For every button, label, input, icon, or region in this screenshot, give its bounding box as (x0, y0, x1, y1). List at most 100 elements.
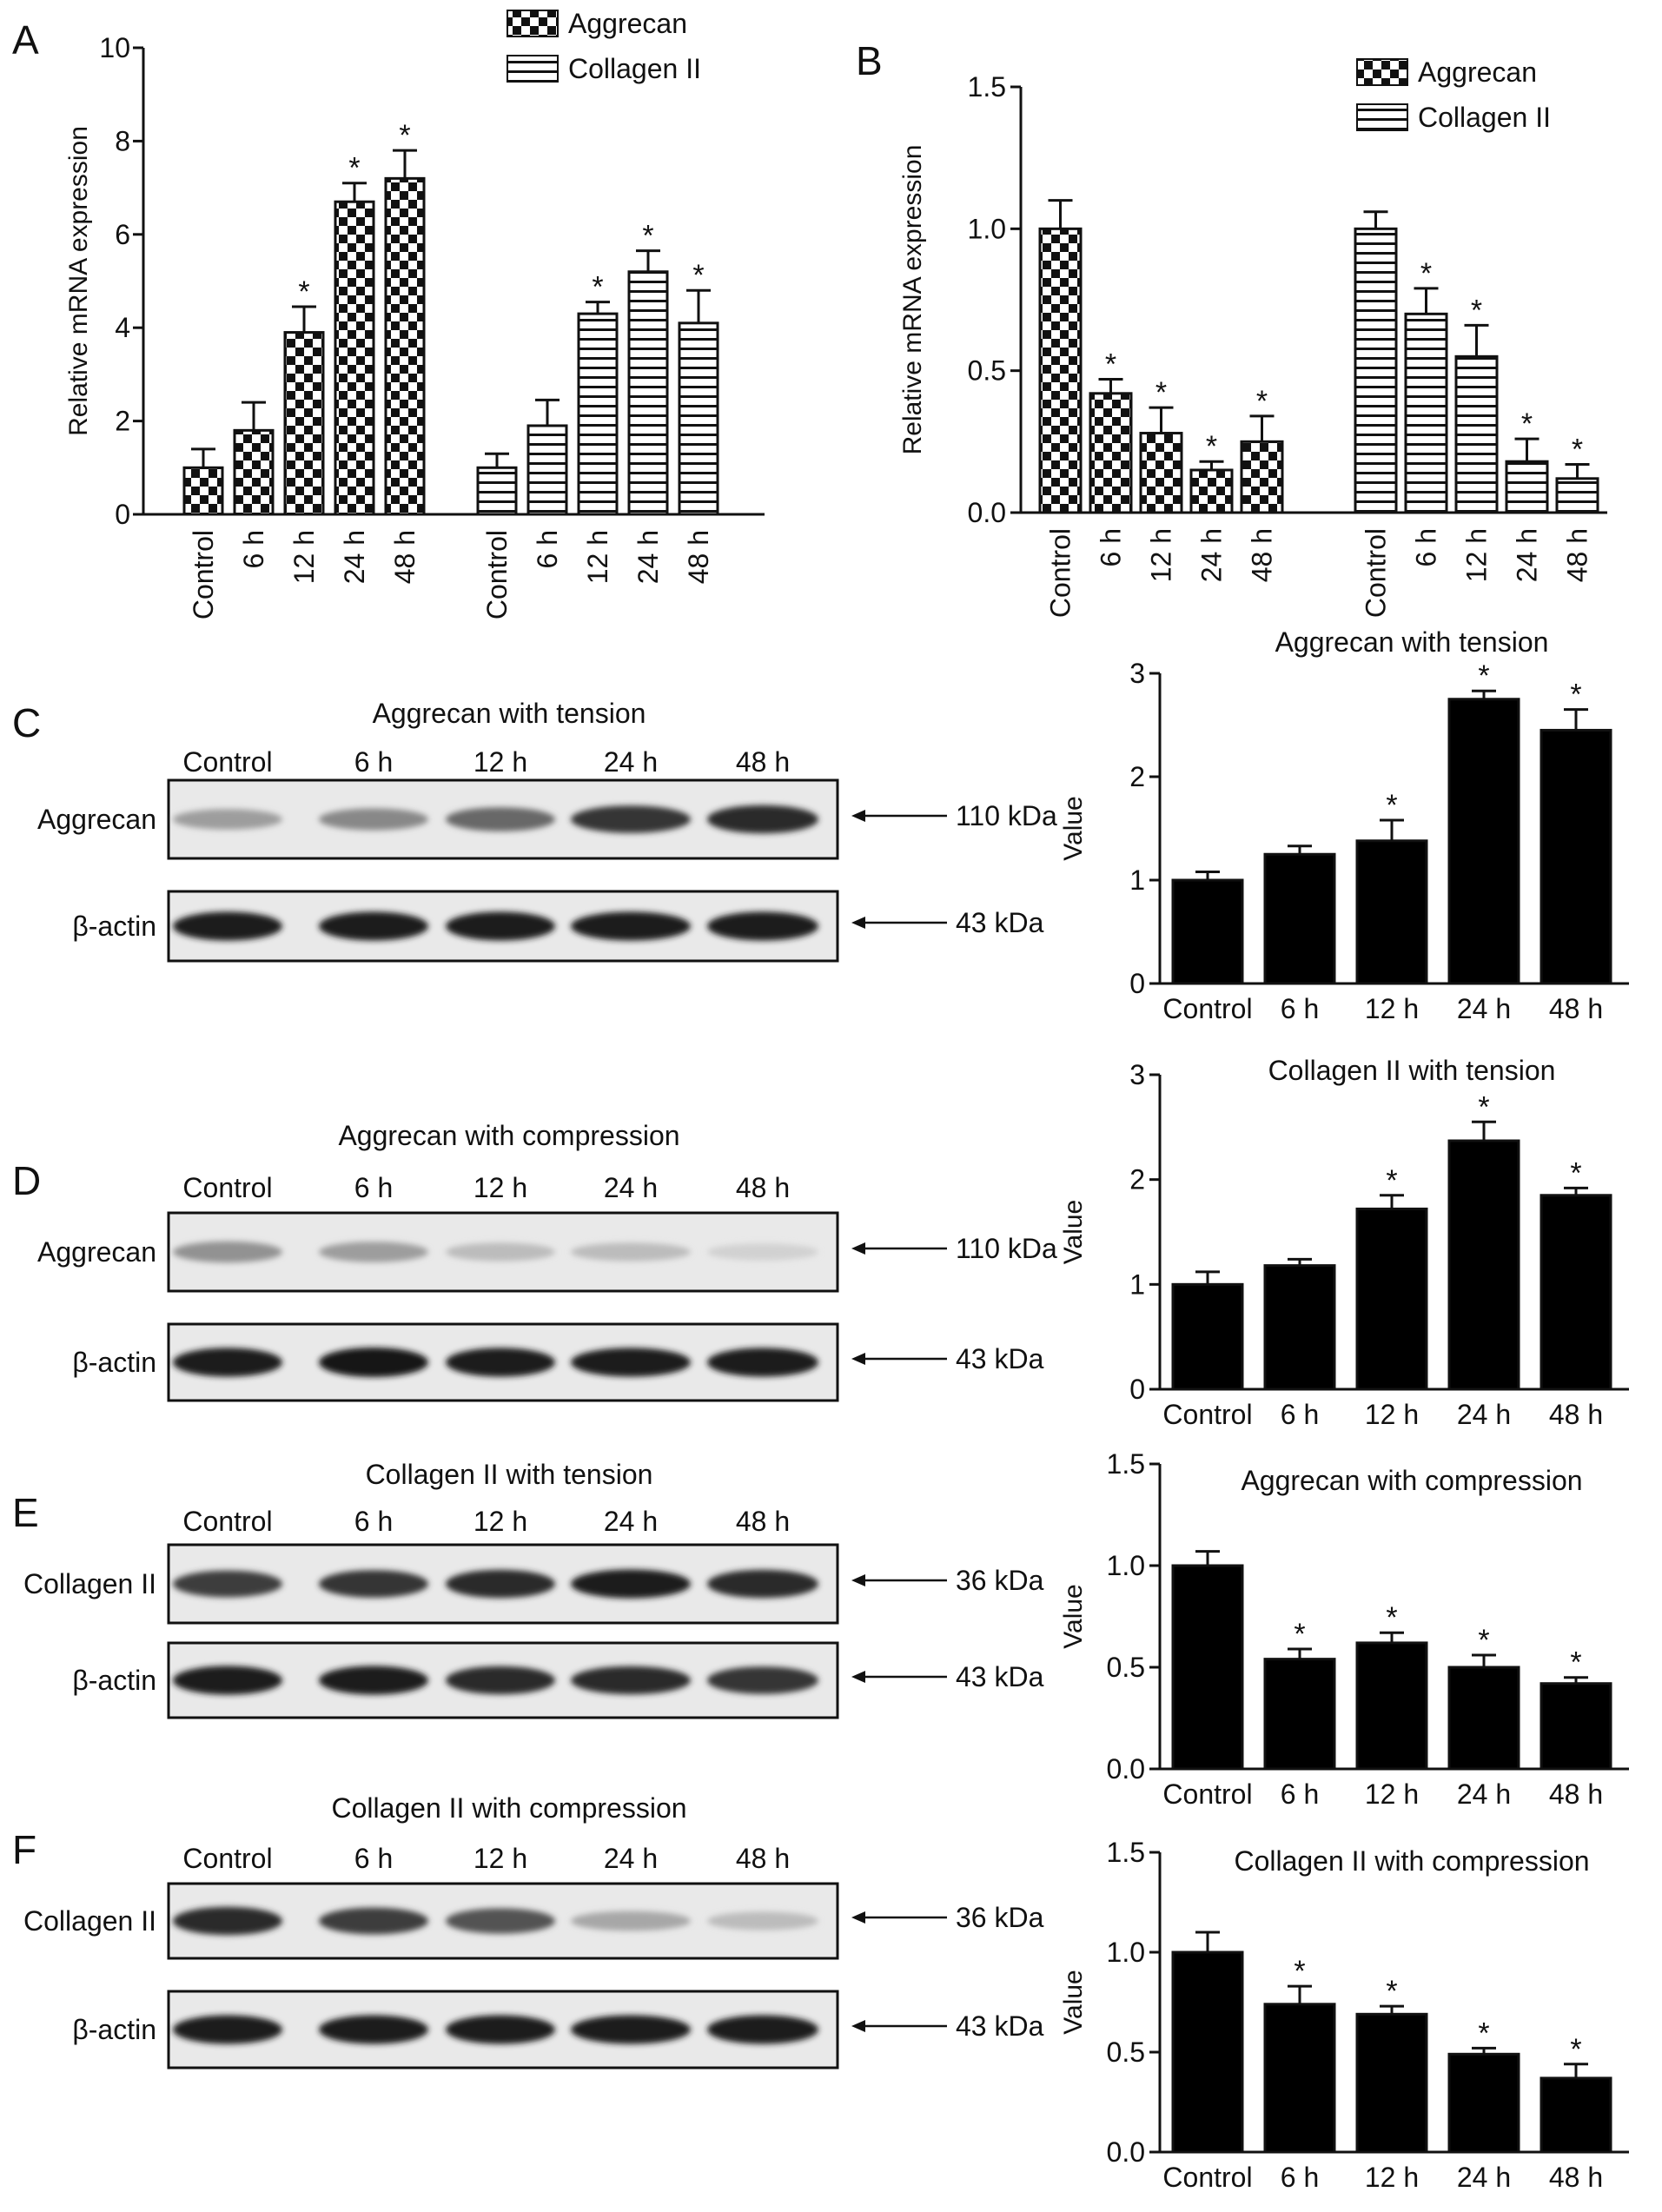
y-axis-title: Value (1059, 796, 1088, 861)
x-tick-label: 6 h (1281, 1399, 1319, 1430)
panel-letter-c: C (12, 700, 41, 745)
y-tick-label: 1.5 (968, 71, 1006, 103)
lane-label: 12 h (473, 746, 527, 778)
protein-band (319, 2015, 428, 2044)
legend-label: Aggrecan (568, 8, 687, 39)
row-label: Aggrecan (37, 1236, 156, 1268)
x-tick-label: 24 h (1457, 2162, 1511, 2193)
protein-band (707, 911, 818, 941)
x-tick-label: Control (1162, 1399, 1252, 1430)
significance-star: * (1155, 376, 1167, 409)
bar (1454, 354, 1499, 514)
blot-d: Aggrecan with compression Control 6 h 12 h 2… (37, 1120, 1057, 1402)
x-tick-label: 6 h (1411, 528, 1442, 566)
y-tick-label: 2 (1129, 761, 1145, 792)
protein-band (173, 1570, 282, 1598)
y-tick-label: 0 (115, 499, 130, 530)
y-axis-title: Value (1059, 1970, 1088, 2035)
blot-title: Collagen II with compression (331, 1792, 686, 1824)
kda-label: 43 kDa (956, 907, 1044, 938)
x-tick-label: 24 h (1512, 528, 1543, 582)
significance-star: * (1570, 2033, 1581, 2066)
significance-star: * (298, 275, 309, 308)
x-tick-label: Control (1162, 1778, 1252, 1810)
bar (1189, 468, 1234, 514)
significance-star: * (1478, 2017, 1489, 2050)
bar (1263, 1658, 1336, 1771)
lane-label: 48 h (736, 1843, 790, 1874)
protein-band (319, 1907, 428, 1935)
protein-band (446, 1908, 555, 1934)
lane-label: 12 h (473, 1172, 527, 1203)
protein-band (707, 1569, 818, 1599)
x-tick-label: 12 h (1365, 993, 1419, 1024)
blot-row: Aggrecan 110 kDa (37, 1211, 1057, 1293)
panel-letter-a: A (12, 17, 39, 63)
bar (384, 176, 426, 516)
legend-swatch (507, 55, 559, 83)
bar (577, 312, 619, 516)
arrow-left-icon (851, 2020, 865, 2032)
protein-band (446, 1348, 555, 1377)
significance-star: * (1294, 1955, 1305, 1988)
x-tick-label: 12 h (1365, 1778, 1419, 1810)
blot-row: Aggrecan 110 kDa (37, 778, 1057, 860)
lane-label: 6 h (354, 1506, 393, 1537)
y-tick-label: 1.5 (1107, 1448, 1145, 1480)
lane-label: Control (182, 1172, 272, 1203)
x-tick-label: 48 h (1247, 528, 1278, 582)
bar (678, 321, 719, 516)
x-tick-label: 6 h (1281, 2162, 1319, 2193)
lane-label: 24 h (604, 1843, 658, 1874)
blot-row: β-actin 43 kDa (72, 890, 1044, 963)
significance-star: * (1256, 385, 1268, 418)
significance-star: * (1572, 433, 1583, 466)
blot-title: Aggrecan with tension (373, 698, 646, 729)
y-tick-label: 2 (115, 406, 130, 437)
arrow-left-icon (851, 917, 865, 929)
bar (1354, 227, 1398, 514)
significance-star: * (399, 119, 410, 152)
bar (1540, 2076, 1612, 2154)
bar (1240, 440, 1284, 514)
x-tick-label: 24 h (632, 530, 664, 584)
significance-star: * (1206, 430, 1217, 463)
legend-label: Aggrecan (1418, 56, 1537, 88)
arrow-left-icon (851, 1671, 865, 1683)
blots-layer: Aggrecan with tension Control 6 h 12 h 24 h 4… (23, 698, 1057, 2070)
protein-band (173, 911, 282, 941)
lane-label: 6 h (354, 1172, 393, 1203)
row-label: β-actin (72, 1347, 156, 1378)
y-tick-label: 0 (1129, 968, 1145, 999)
x-tick-label: 6 h (532, 530, 563, 568)
bar (1171, 1950, 1244, 2154)
protein-band (173, 1666, 282, 1695)
y-tick-label: 1.0 (1107, 1550, 1145, 1581)
kda-label: 43 kDa (956, 1661, 1044, 1692)
bar (1355, 1641, 1428, 1771)
bar (1447, 698, 1520, 985)
x-tick-label: 24 h (339, 530, 370, 584)
protein-band (707, 1243, 818, 1261)
lane-label: 48 h (736, 746, 790, 778)
bar (1404, 312, 1448, 514)
row-label: β-actin (72, 911, 156, 942)
bar (1447, 2052, 1520, 2154)
bar (1447, 1666, 1520, 1771)
kda-label: 36 kDa (956, 1902, 1044, 1933)
y-tick-label: 6 (115, 219, 130, 250)
x-tick-label: 48 h (1549, 993, 1603, 1024)
x-tick-label: 6 h (1096, 528, 1127, 566)
significance-star: * (1105, 348, 1116, 381)
arrow-left-icon (851, 1911, 865, 1924)
lane-label: 6 h (354, 746, 393, 778)
x-tick-label: 24 h (1457, 993, 1511, 1024)
arrow-left-icon (851, 810, 865, 822)
x-tick-label: 12 h (582, 530, 613, 584)
bar (1355, 1207, 1428, 1391)
significance-star: * (1478, 1624, 1489, 1657)
y-tick-label: 0.5 (1107, 2036, 1145, 2068)
protein-band (319, 1242, 428, 1262)
bar (1263, 2003, 1336, 2154)
